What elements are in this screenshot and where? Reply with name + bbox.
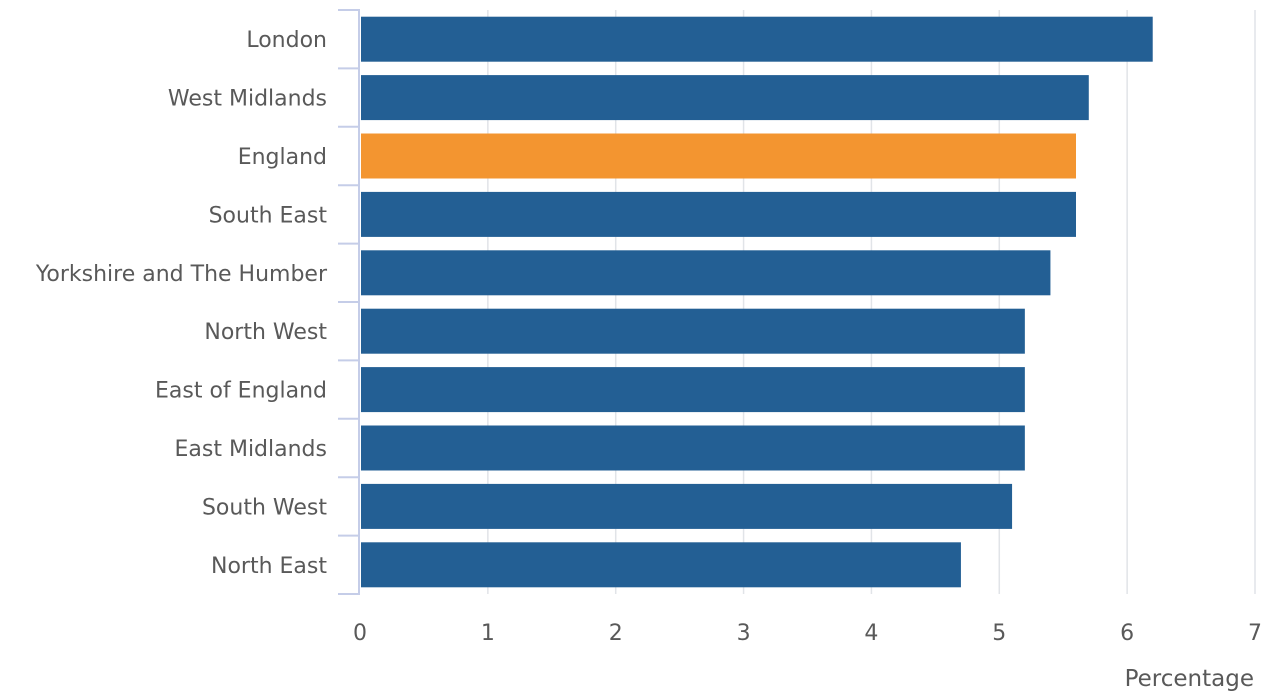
bar bbox=[361, 425, 1025, 471]
x-tick-label: 2 bbox=[609, 621, 623, 646]
x-tick-label: 7 bbox=[1248, 621, 1262, 646]
bars bbox=[361, 16, 1153, 588]
x-tick-labels: 0 1 2 3 4 5 6 7 bbox=[353, 621, 1262, 646]
bar bbox=[361, 367, 1025, 413]
bar bbox=[361, 75, 1089, 121]
bar bbox=[361, 250, 1051, 296]
category-label: London bbox=[246, 28, 327, 53]
category-label: North West bbox=[204, 320, 327, 345]
category-label: North East bbox=[211, 554, 327, 579]
category-label: South West bbox=[202, 495, 327, 520]
bar bbox=[361, 133, 1076, 179]
bar bbox=[361, 16, 1153, 62]
category-label: West Midlands bbox=[168, 87, 327, 112]
bar bbox=[361, 483, 1013, 529]
category-label: South East bbox=[209, 203, 328, 228]
x-tick-label: 3 bbox=[737, 621, 751, 646]
category-label: East of England bbox=[155, 379, 327, 404]
x-tick-label: 5 bbox=[992, 621, 1006, 646]
x-tick-label: 1 bbox=[481, 621, 495, 646]
category-labels: London West Midlands England South East York… bbox=[35, 28, 328, 579]
x-axis-title: Percentage bbox=[1125, 666, 1254, 692]
x-tick-label: 6 bbox=[1120, 621, 1134, 646]
category-label: Yorkshire and The Humber bbox=[35, 262, 328, 287]
x-tick-label: 4 bbox=[864, 621, 878, 646]
category-axis bbox=[338, 9, 360, 595]
bar bbox=[361, 308, 1025, 354]
category-label: England bbox=[238, 145, 327, 170]
bar bbox=[361, 191, 1076, 237]
category-label: East Midlands bbox=[175, 437, 328, 462]
x-tick-label: 0 bbox=[353, 621, 367, 646]
bar bbox=[361, 542, 961, 588]
